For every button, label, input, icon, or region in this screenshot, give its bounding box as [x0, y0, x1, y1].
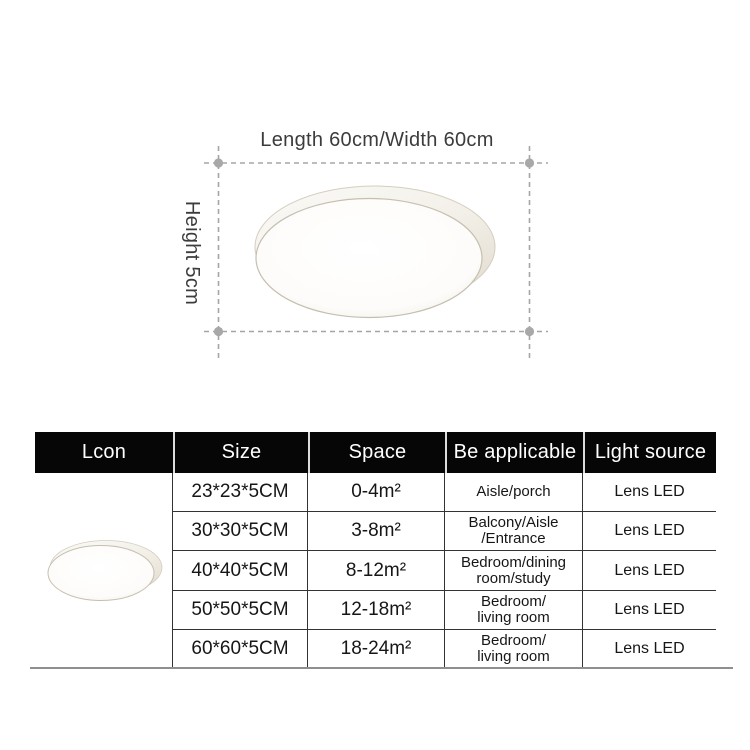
lamp-face	[47, 544, 154, 601]
table-body: 23*23*5CM 0-4m² Aisle/porch Lens LED 30*…	[35, 473, 716, 669]
corner-dot-icon	[213, 158, 224, 168]
dimension-lines	[204, 146, 548, 360]
table-row: 23*23*5CM 0-4m² Aisle/porch Lens LED	[173, 473, 716, 513]
ceiling-lamp-icon	[47, 539, 162, 601]
applicable-cell: Balcony/Aisle /Entrance	[445, 512, 583, 551]
length-width-label: Length 60cm/Width 60cm	[260, 129, 494, 151]
header-light-source: Light source	[583, 432, 716, 473]
light-source-cell: Lens LED	[614, 639, 685, 657]
space-cell: 8-12m²	[308, 551, 445, 590]
light-source-cell: Lens LED	[614, 600, 685, 618]
corner-dot-icon	[213, 326, 224, 337]
applicable-line: Bedroom/dining	[460, 553, 567, 571]
table-rows: 23*23*5CM 0-4m² Aisle/porch Lens LED 30*…	[173, 473, 716, 669]
applicable-line: living room	[477, 647, 550, 665]
size-cell: 30*30*5CM	[173, 512, 308, 551]
applicable-line: Balcony/Aisle	[468, 514, 559, 532]
size-cell: 23*23*5CM	[173, 473, 308, 512]
applicable-line: room/study	[476, 569, 551, 587]
size-cell: 60*60*5CM	[173, 629, 308, 669]
space-cell: 12-18m²	[308, 590, 445, 629]
table-bottom-border	[30, 667, 733, 669]
size-cell: 40*40*5CM	[173, 551, 308, 590]
height-label: Height 5cm	[181, 200, 203, 306]
space-cell: 18-24m²	[308, 629, 445, 669]
applicable-line: /Entrance	[481, 530, 546, 548]
table-row: 60*60*5CM 18-24m² Bedroom/ living room L…	[173, 629, 716, 669]
corner-dot-icon	[524, 326, 535, 337]
applicable-cell: Aisle/porch	[445, 473, 583, 512]
applicable-line: living room	[477, 608, 550, 626]
space-cell: 0-4m²	[308, 473, 445, 512]
applicable-line: Aisle/porch	[476, 483, 551, 501]
applicable-cell: Bedroom/ living room	[445, 629, 583, 669]
icon-cell	[35, 473, 173, 668]
spec-table: Lcon Size Space Be applicable Light sour…	[35, 432, 716, 669]
applicable-cell: Bedroom/dining room/study	[445, 551, 583, 590]
size-cell: 50*50*5CM	[173, 590, 308, 629]
header-applicable: Be applicable	[445, 432, 583, 473]
header-size: Size	[173, 432, 308, 473]
applicable-line: Bedroom/	[480, 592, 547, 610]
applicable-line: Bedroom/	[480, 631, 547, 649]
light-source-cell: Lens LED	[614, 522, 685, 540]
dimension-corner-dots	[213, 158, 535, 337]
header-space: Space	[308, 432, 445, 473]
space-cell: 3-8m²	[308, 512, 445, 551]
corner-dot-icon	[524, 158, 535, 168]
header-icon: Lcon	[81, 441, 127, 463]
lamp-face	[255, 197, 483, 319]
table-row: 30*30*5CM 3-8m² Balcony/Aisle /Entrance …	[173, 512, 716, 552]
table-row: 40*40*5CM 8-12m² Bedroom/dining room/stu…	[173, 551, 716, 591]
ceiling-lamp-image	[254, 185, 496, 319]
applicable-cell: Bedroom/ living room	[445, 590, 583, 629]
table-header-row: Lcon Size Space Be applicable Light sour…	[35, 432, 716, 473]
light-source-cell: Lens LED	[614, 561, 685, 579]
table-row: 50*50*5CM 12-18m² Bedroom/ living room L…	[173, 590, 716, 630]
light-source-cell: Lens LED	[614, 483, 685, 501]
